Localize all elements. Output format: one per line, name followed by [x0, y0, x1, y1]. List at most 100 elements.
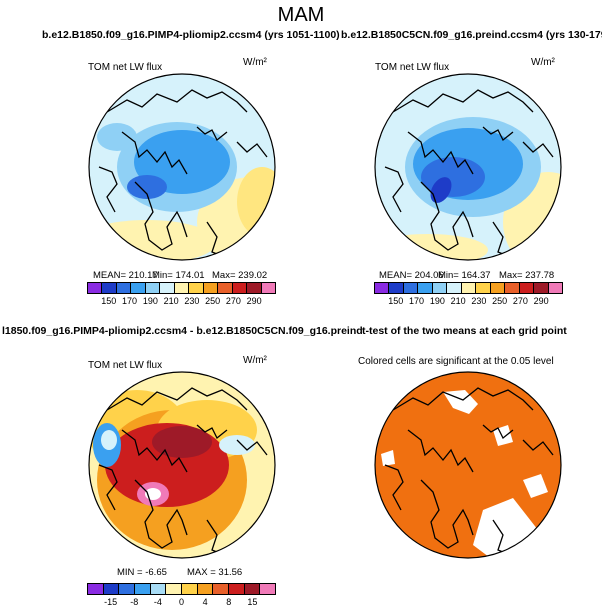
map-fill-lightblue-east: [219, 435, 255, 455]
colorbar-swatch: [260, 584, 276, 594]
insignificant-area: [493, 425, 513, 446]
stats-max: Max= 237.78: [499, 270, 555, 281]
stats-min: Min= 174.01: [152, 270, 205, 281]
panel-title: l1850.f09_g16.PIMP4-pliomip2.ccsm4 - b.e…: [2, 325, 362, 337]
colorbar-swatch: [375, 283, 390, 293]
colorbar-swatch: [261, 283, 276, 293]
units-label: W/m²: [243, 57, 267, 68]
map-fill-lightblue: [101, 430, 117, 450]
colorbar-swatch: [505, 283, 520, 293]
colorbar-swatch: [418, 283, 433, 293]
colorbar-swatch: [490, 283, 506, 293]
colorbar-swatch: [476, 283, 491, 293]
panel-subtitle: Colored cells are significant at the 0.0…: [358, 356, 554, 367]
panel-title: b.e12.B1850.f09_g16.PIMP4-pliomip2.ccsm4…: [42, 29, 340, 41]
colorbar-swatch: [182, 584, 198, 594]
colorbar-tick-label: -8: [130, 597, 139, 607]
colorbar-tick-label: 230: [471, 296, 487, 306]
colorbar-swatch: [88, 584, 104, 594]
map-border: [88, 371, 276, 559]
colorbar-swatch: [389, 283, 404, 293]
colorbar-swatch: [197, 584, 214, 594]
map-fill-darkred: [152, 426, 212, 458]
colorbar-tick-label: -15: [104, 597, 118, 607]
units-label: W/m²: [243, 355, 267, 366]
colorbar-swatch: [174, 283, 190, 293]
map-fill-lightblue-west: [97, 123, 137, 151]
colorbar-swatch: [247, 283, 262, 293]
figure-title: MAM: [277, 4, 325, 26]
insignificant-area: [381, 450, 395, 466]
colorbar-swatch: [150, 584, 167, 594]
colorbar-tick-label: 15: [247, 597, 258, 607]
colorbar-swatch: [116, 283, 132, 293]
coastlines: [98, 387, 268, 557]
colorbar-swatch: [131, 283, 146, 293]
colorbar-swatch: [145, 283, 161, 293]
colorbar-tick-label: 0: [178, 597, 185, 607]
colorbar-swatch: [135, 584, 151, 594]
colorbar-tick-label: 210: [163, 296, 179, 306]
colorbar-swatch: [447, 283, 462, 293]
colorbar-tick-label: 230: [184, 296, 200, 306]
panel-title: t-test of the two means at each grid poi…: [362, 325, 567, 337]
stats-min: MIN = -6.65: [117, 567, 167, 578]
colorbar-tick-label: 190: [142, 296, 158, 306]
colorbar-tick-label: 250: [205, 296, 221, 306]
colorbar-tick-label: 270: [512, 296, 528, 306]
colorbar: [374, 282, 563, 294]
colorbar-tick-label: 250: [492, 296, 508, 306]
colorbar-swatch: [88, 283, 103, 293]
colorbar: [87, 282, 276, 294]
stats-mean: MEAN= 210.17: [93, 270, 158, 281]
stats-mean: MEAN= 204.06: [379, 270, 444, 281]
variable-label: TOM net LW flux: [88, 360, 163, 371]
colorbar-swatch: [213, 584, 230, 594]
colorbar-tick-label: 290: [533, 296, 549, 306]
colorbar-swatch: [461, 283, 477, 293]
colorbar-swatch: [232, 283, 248, 293]
colorbar-tick-label: 190: [429, 296, 445, 306]
colorbar-swatch: [189, 283, 204, 293]
colorbar-swatch: [166, 584, 183, 594]
colorbar-swatch: [403, 283, 419, 293]
units-label: W/m²: [531, 57, 555, 68]
variable-label: TOM net LW flux: [375, 62, 450, 73]
polar-map: [374, 371, 562, 559]
colorbar-swatch: [203, 283, 219, 293]
colorbar-tick-label: 290: [246, 296, 262, 306]
stats-min: Min= 164.37: [438, 270, 491, 281]
colorbar-tick-label: 150: [388, 296, 404, 306]
colorbar-tick-label: 170: [409, 296, 425, 306]
map-fill-darkblue: [127, 175, 167, 199]
colorbar-tick-label: 150: [101, 296, 117, 306]
colorbar-swatch: [519, 283, 535, 293]
colorbar-swatch: [244, 584, 261, 594]
polar-map: [88, 371, 276, 559]
panel-title: b.e12.B1850C5CN.f09_g16.preind.ccsm4 (yr…: [341, 29, 602, 41]
colorbar-tick-label: 270: [225, 296, 241, 306]
variable-label: TOM net LW flux: [88, 62, 163, 73]
colorbar-swatch: [160, 283, 175, 293]
coastlines: [384, 387, 554, 557]
colorbar-tick-label: 4: [202, 597, 208, 607]
map-fill-navy: [430, 177, 452, 203]
colorbar-tick-label: 8: [226, 597, 232, 607]
colorbar-swatch: [102, 283, 117, 293]
colorbar-swatch: [119, 584, 136, 594]
colorbar-tick-label: -4: [153, 597, 162, 607]
colorbar: [87, 583, 276, 595]
polar-map: [88, 73, 276, 261]
map-border: [88, 73, 276, 261]
colorbar-swatch: [229, 584, 245, 594]
colorbar-swatch: [103, 584, 120, 594]
stats-max: Max= 239.02: [212, 270, 268, 281]
polar-map: [374, 73, 562, 261]
colorbar-swatch: [432, 283, 448, 293]
map-border: [374, 371, 562, 559]
colorbar-swatch: [548, 283, 563, 293]
colorbar-swatch: [534, 283, 549, 293]
colorbar-tick-label: 170: [122, 296, 138, 306]
insignificant-area: [523, 474, 548, 498]
colorbar-swatch: [218, 283, 233, 293]
